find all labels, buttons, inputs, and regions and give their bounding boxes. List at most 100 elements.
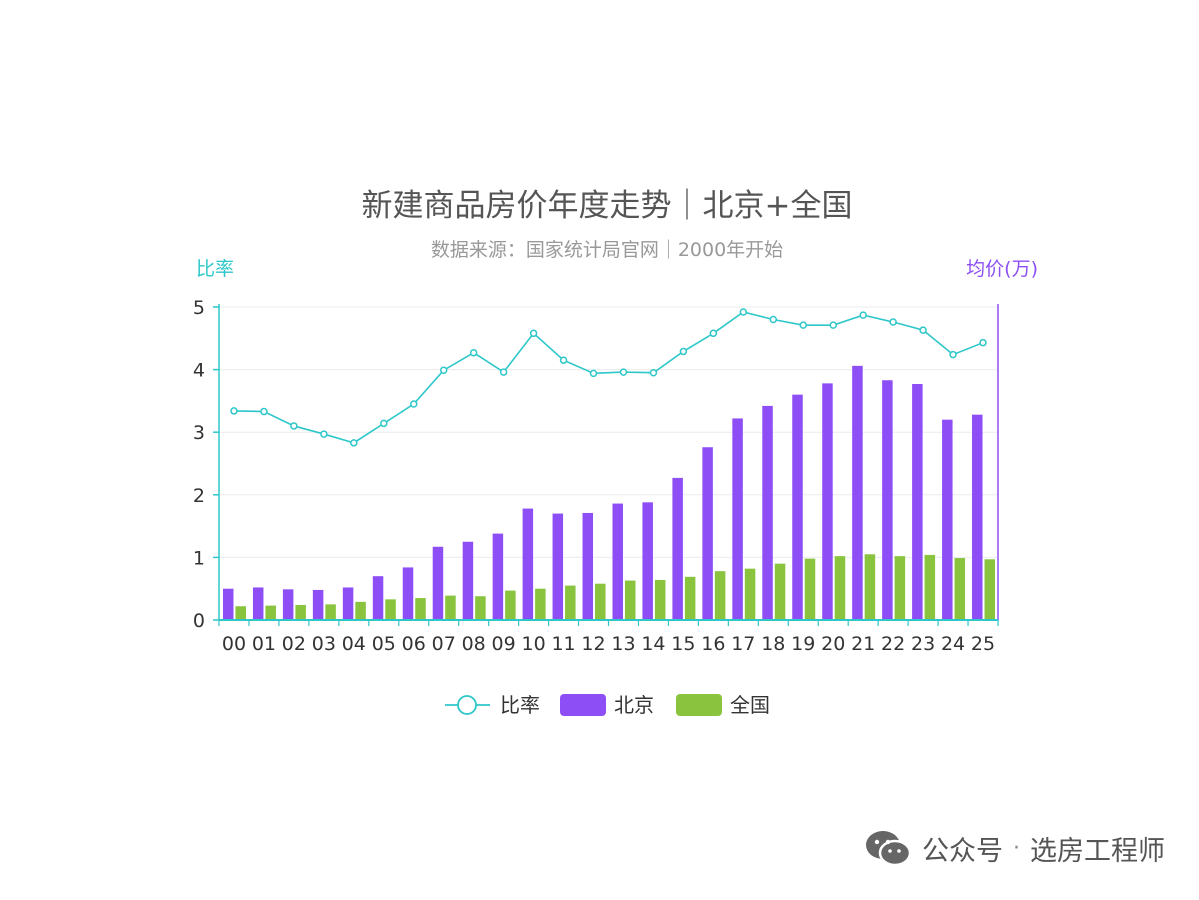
x-tick-label: 01 xyxy=(252,633,276,655)
ratio-point xyxy=(350,439,358,447)
y-tick-label: 0 xyxy=(193,610,205,632)
ratio-point xyxy=(380,419,388,428)
ratio-line xyxy=(233,311,984,444)
x-tick-label: 06 xyxy=(402,633,426,655)
axes-layer xyxy=(218,304,999,621)
x-tick-label: 03 xyxy=(312,633,336,655)
bar-national xyxy=(475,596,486,620)
ratio-point xyxy=(919,326,927,334)
bar-beijing xyxy=(252,587,264,620)
x-tick-label: 15 xyxy=(671,633,695,655)
ratio-point xyxy=(619,368,628,376)
ratio-point xyxy=(889,318,897,326)
bar-national xyxy=(714,571,726,620)
x-tick-label: 20 xyxy=(821,633,845,655)
bar-national xyxy=(924,554,936,620)
ratio-point xyxy=(529,329,538,338)
bar-beijing xyxy=(342,587,354,620)
x-tick-label: 02 xyxy=(282,633,306,655)
bar-national xyxy=(834,556,846,620)
ratio-point xyxy=(499,368,508,376)
y-tick-label: 5 xyxy=(193,297,205,319)
bar-national xyxy=(385,599,396,620)
x-tick-label: 19 xyxy=(791,633,815,655)
ratio-point xyxy=(410,400,418,408)
grid-lines xyxy=(219,306,998,558)
bar-beijing xyxy=(972,414,983,620)
x-tick-label: 22 xyxy=(881,633,905,655)
y-axis-ticks: 0 1 2 3 4 5 xyxy=(193,297,219,632)
ratio-point xyxy=(559,356,568,364)
x-tick-label: 18 xyxy=(761,633,785,655)
y-tick-label: 4 xyxy=(193,360,205,382)
bar-beijing xyxy=(822,383,833,620)
watermark-separator: · xyxy=(1013,835,1020,861)
x-tick-label: 21 xyxy=(851,633,875,655)
legend-beijing-swatch xyxy=(560,694,606,716)
bar-national xyxy=(954,558,966,620)
x-axis-ticks: 00 01 02 03 04 05 06 07 08 09 10 11 12 13 14 15 16 17 18 19… xyxy=(218,620,999,655)
bar-national xyxy=(325,604,336,620)
chart-title: 新建商品房价年度走势｜北京+全国 xyxy=(362,188,853,224)
x-tick-label: 12 xyxy=(581,633,605,655)
bar-national xyxy=(415,598,426,620)
bar-beijing xyxy=(642,502,653,620)
x-tick-label: 05 xyxy=(372,633,396,655)
x-tick-label: 04 xyxy=(342,633,366,655)
bar-national xyxy=(565,585,576,620)
ratio-point xyxy=(799,321,807,329)
bar-beijing xyxy=(582,512,594,620)
bar-national xyxy=(804,558,816,620)
x-tick-label: 11 xyxy=(551,633,575,655)
ratio-point xyxy=(739,308,748,316)
watermark-account: 选房工程师 xyxy=(1030,835,1165,867)
bar-national xyxy=(744,568,756,620)
ratio-point xyxy=(679,347,688,356)
legend-label-beijing: 北京 xyxy=(614,693,654,717)
legend[interactable]: 比率 北京 全国 xyxy=(445,693,770,717)
bar-beijing xyxy=(432,546,444,620)
bar-national xyxy=(235,606,246,620)
bar-national xyxy=(894,556,906,620)
chart-subtitle: 数据来源：国家统计局官网｜2000年开始 xyxy=(431,239,783,261)
bar-national xyxy=(445,595,456,620)
ratio-point xyxy=(469,348,478,357)
bar-national xyxy=(624,580,636,620)
bar-national xyxy=(505,590,516,620)
wechat-icon xyxy=(866,831,912,867)
bar-beijing xyxy=(732,418,743,620)
bar-beijing xyxy=(312,589,324,620)
legend-label-ratio: 比率 xyxy=(500,693,540,717)
bar-beijing xyxy=(852,365,863,620)
bar-national xyxy=(684,576,696,620)
ratio-point xyxy=(949,350,957,359)
ratio-point xyxy=(230,407,238,415)
y-tick-label: 2 xyxy=(193,485,205,507)
ratio-point xyxy=(829,321,837,329)
bar-national xyxy=(774,563,786,620)
legend-ratio-marker xyxy=(457,695,477,715)
ratio-point xyxy=(649,368,658,377)
x-tick-label: 16 xyxy=(701,633,725,655)
watermark-label: 公众号 xyxy=(922,835,1003,867)
bar-beijing xyxy=(792,394,803,620)
legend-item-ratio: 比率 xyxy=(445,693,540,717)
bar-beijing xyxy=(222,588,234,620)
ratio-point xyxy=(859,311,867,319)
bar-beijing xyxy=(942,419,953,620)
y-tick-label: 1 xyxy=(193,547,205,569)
legend-national-swatch xyxy=(676,694,722,716)
x-tick-label: 10 xyxy=(522,633,546,655)
ratio-point xyxy=(290,422,298,430)
ratio-point xyxy=(439,366,448,374)
bar-beijing xyxy=(912,383,923,620)
bar-national xyxy=(535,588,546,620)
bar-national xyxy=(654,579,666,620)
left-axis-label: 比率 xyxy=(196,258,234,280)
watermark: 公众号 · 选房工程师 xyxy=(864,826,1165,870)
x-tick-label: 23 xyxy=(911,633,935,655)
x-tick-label: 25 xyxy=(971,633,995,655)
ratio-point xyxy=(979,338,987,347)
x-tick-label: 14 xyxy=(641,633,665,655)
